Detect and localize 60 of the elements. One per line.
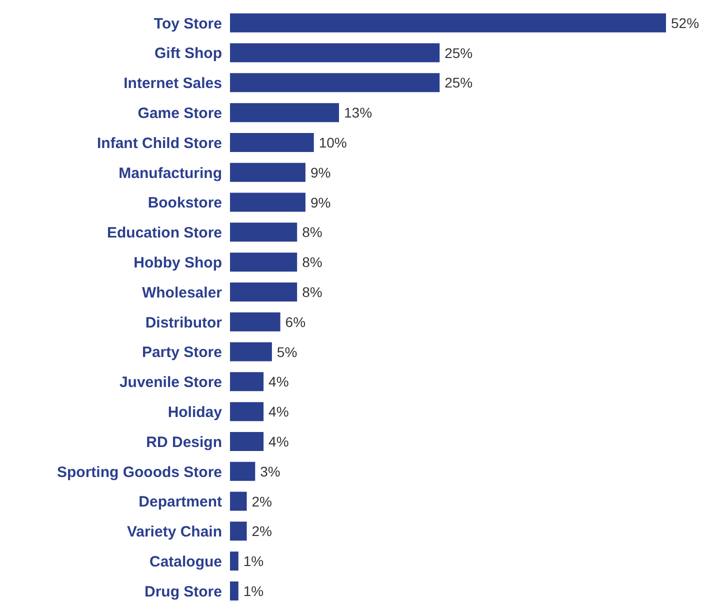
bar: [230, 103, 339, 122]
bar: [230, 581, 238, 600]
bar: [230, 282, 298, 302]
data-label: 9%: [310, 194, 331, 210]
data-label: 1%: [243, 553, 264, 570]
bar: [230, 552, 238, 571]
data-label: 25%: [444, 74, 473, 91]
data-label: 1%: [243, 582, 264, 599]
bar: [230, 73, 440, 92]
data-label: 4%: [268, 433, 289, 450]
y-tick-label: Department: [138, 494, 222, 511]
data-label: 3%: [260, 463, 280, 480]
y-tick-label: Education Store: [106, 224, 222, 242]
bar: [230, 432, 264, 451]
y-tick-label: Game Store: [138, 104, 222, 122]
bar: [230, 402, 264, 422]
bar: [230, 162, 306, 182]
y-tick-label: Catalogue: [149, 553, 222, 570]
y-tick-label: Infant Child Store: [97, 134, 222, 152]
data-label: 13%: [344, 104, 372, 121]
y-tick-label: Party Store: [142, 344, 222, 362]
data-label: 9%: [310, 164, 331, 180]
bar: [230, 192, 306, 212]
bar: [230, 462, 256, 481]
y-tick-label: Holiday: [168, 404, 223, 421]
data-label: 2%: [252, 523, 272, 540]
data-label: 6%: [285, 314, 306, 330]
data-label: 25%: [444, 44, 473, 61]
y-tick-label: Distributor: [145, 314, 222, 332]
y-tick-label: Juvenile Store: [119, 374, 222, 392]
y-tick-label: Drug Store: [144, 583, 222, 600]
y-tick-label: Bookstore: [148, 194, 222, 212]
y-tick-label: Wholesaler: [142, 284, 222, 302]
data-label: 52%: [671, 14, 700, 31]
y-tick-label: Gift Shop: [154, 45, 222, 62]
bar: [230, 13, 666, 32]
y-tick-label: Toy Store: [154, 15, 222, 32]
data-label: 8%: [302, 254, 322, 270]
bar: [230, 132, 314, 152]
data-label: 2%: [252, 493, 272, 510]
y-tick-label: Sporting Gooods Store: [57, 464, 222, 481]
y-tick-label: Variety Chain: [126, 524, 222, 541]
bar: [230, 222, 298, 242]
bar: [230, 252, 298, 272]
data-label: 4%: [268, 374, 289, 390]
bar: [230, 312, 280, 332]
y-tick-label: Internet Sales: [124, 75, 222, 92]
y-tick-label: RD Design: [146, 434, 222, 451]
data-label: 8%: [302, 224, 322, 240]
bar: [230, 43, 440, 62]
bar: [230, 372, 264, 392]
y-tick-label: Hobby Shop: [134, 254, 222, 272]
y-tick-label: Manufacturing: [118, 164, 222, 182]
data-label: 8%: [302, 284, 322, 300]
bar: [230, 492, 247, 511]
data-label: 10%: [318, 134, 347, 150]
data-label: 5%: [276, 344, 298, 360]
bar: [230, 522, 247, 541]
bar: [230, 342, 272, 362]
data-label: 4%: [268, 404, 289, 420]
